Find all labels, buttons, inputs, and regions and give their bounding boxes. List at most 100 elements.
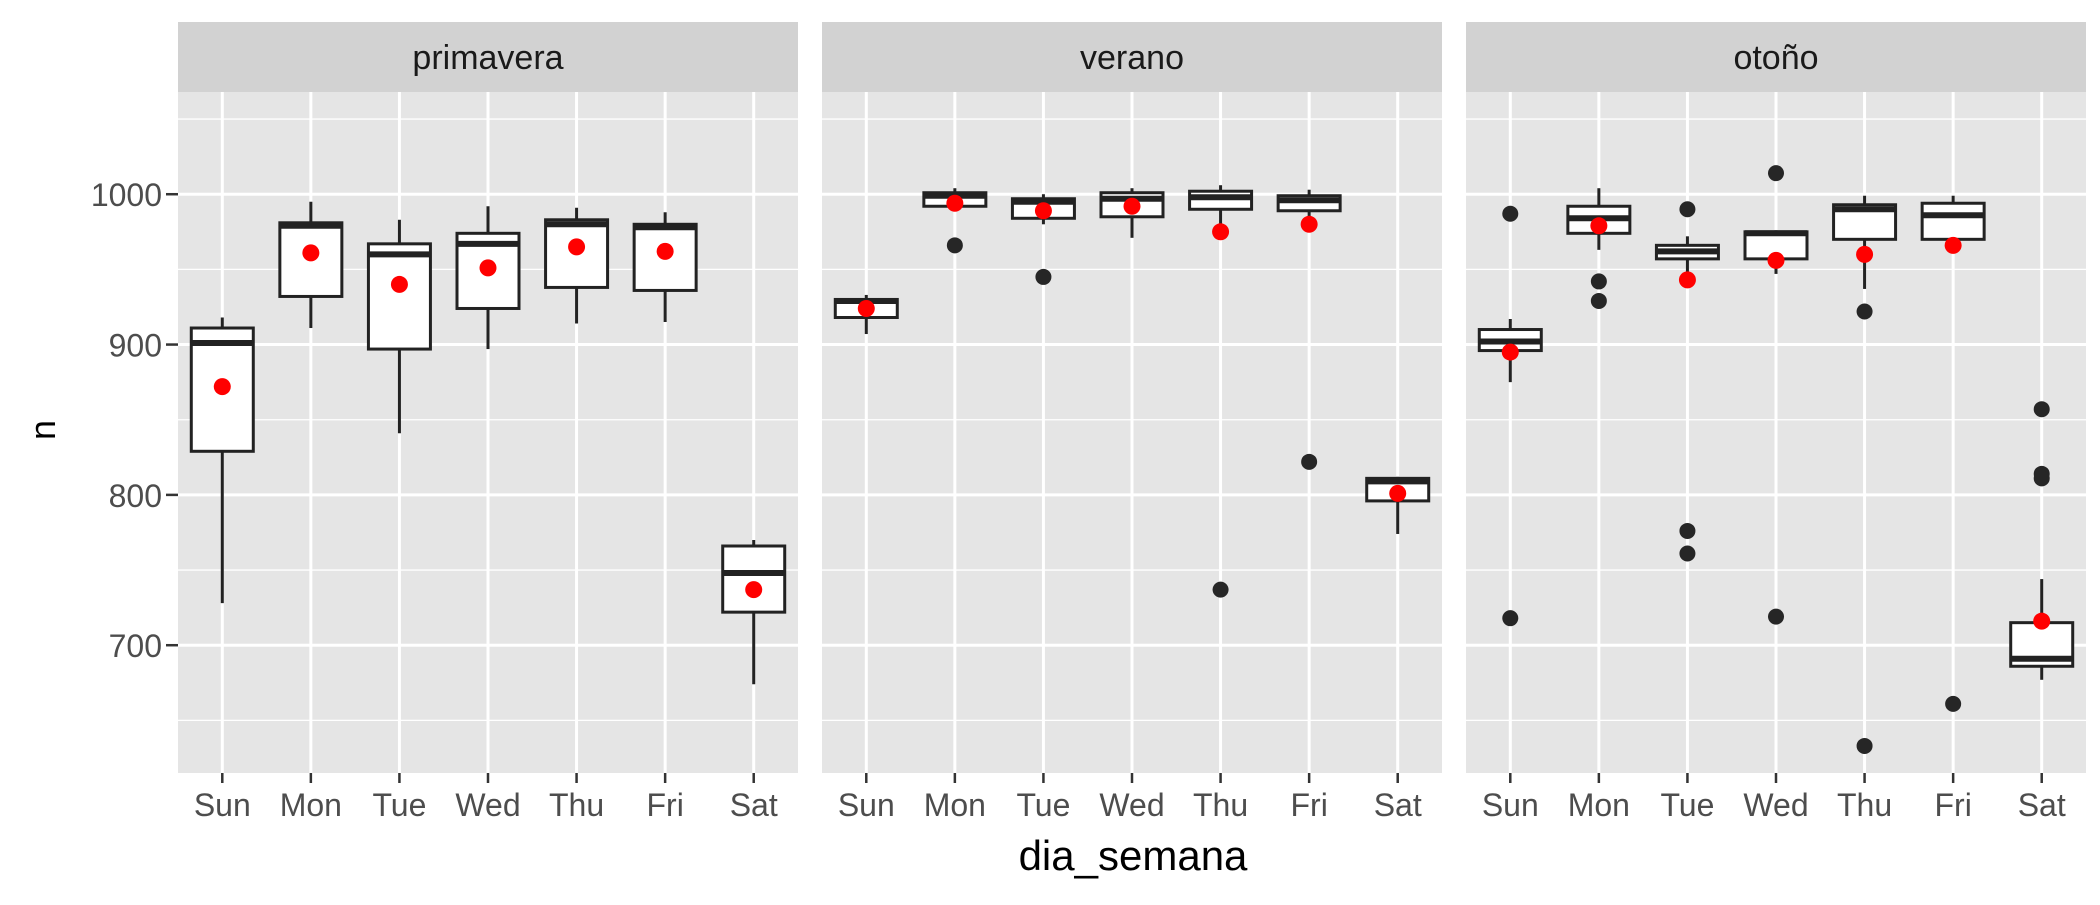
mean-point [1944, 236, 1962, 254]
y-tick-label: 700 [109, 628, 162, 664]
panel-0: primavera Sun Mon Tue Wed Thu Fri Sat [178, 22, 798, 823]
outlier-point [1768, 165, 1784, 182]
facet-strip-label: otoño [1733, 39, 1818, 77]
outlier-point [1502, 205, 1519, 222]
box-sun [833, 294, 899, 335]
facet-strip-label: primavera [412, 39, 563, 77]
box-tue [1654, 201, 1720, 562]
facet-strip-label: verano [1080, 39, 1184, 77]
outlier-point [1212, 581, 1229, 598]
box-fri [1276, 189, 1342, 470]
box-wed [455, 206, 521, 350]
box-iqr [721, 544, 787, 614]
x-axis-title: dia_semana [1019, 832, 1248, 879]
box-thu [1188, 185, 1254, 598]
box-tue [1010, 194, 1076, 285]
facet-strip [1466, 22, 2086, 92]
panel-1: verano Sun Mon Tue Wed Thu Fri Sat [822, 22, 1442, 823]
outlier-point [946, 237, 963, 254]
box-fri [1920, 195, 1986, 712]
outlier-point [1590, 273, 1607, 290]
box-sun [1477, 205, 1543, 627]
x-tick-label: Mon [924, 787, 986, 823]
x-tick-label: Tue [1016, 787, 1070, 823]
mean-point [479, 259, 497, 277]
box-mon [922, 188, 988, 254]
mean-point [1678, 271, 1696, 289]
outlier-point [1679, 201, 1696, 218]
mean-point [1034, 202, 1052, 220]
box-mon [278, 201, 344, 329]
x-tick-label: Thu [1837, 787, 1892, 823]
box-wed [1743, 165, 1809, 625]
mean-point [1389, 484, 1407, 502]
outlier-point [1502, 610, 1519, 627]
outlier-point [2033, 470, 2050, 487]
box-thu [544, 207, 610, 324]
x-tick-label: Wed [1743, 787, 1808, 823]
mean-point [857, 299, 875, 317]
outlier-point [1945, 695, 1962, 712]
mean-point [2033, 612, 2051, 630]
mean-point [213, 378, 231, 396]
mean-point [302, 244, 320, 262]
box-sat [721, 539, 787, 685]
x-tick-label: Sun [1482, 787, 1539, 823]
x-tick-label: Thu [1193, 787, 1248, 823]
mean-point [1300, 215, 1318, 233]
facet-strip [178, 22, 798, 92]
x-tick-label: Fri [646, 787, 683, 823]
mean-point [568, 238, 586, 256]
outlier-point [1679, 522, 1696, 539]
x-tick-label: Mon [280, 787, 342, 823]
box-thu [1832, 195, 1898, 754]
box-sat [2009, 401, 2075, 680]
x-tick-label: Sun [838, 787, 895, 823]
x-tick-label: Sat [730, 787, 778, 823]
outlier-point [2033, 401, 2050, 418]
box-tue [366, 219, 432, 434]
mean-point [1590, 217, 1608, 235]
panel-2: otoño Sun Mon Tue Wed Thu Fri Sat [1466, 22, 2086, 823]
outlier-point [1035, 268, 1052, 285]
x-tick-label: Thu [549, 787, 604, 823]
box-iqr [1920, 201, 1986, 241]
mean-point [1501, 343, 1519, 361]
box-fri [632, 212, 698, 323]
outlier-point [1301, 453, 1318, 470]
y-tick-label: 900 [109, 328, 162, 364]
mean-point [1123, 197, 1141, 215]
box-sun [189, 317, 255, 604]
box-sat [1365, 476, 1431, 534]
outlier-point [1679, 545, 1696, 562]
x-tick-label: Wed [1099, 787, 1164, 823]
outlier-point [1856, 303, 1873, 320]
box-wed [1099, 188, 1165, 238]
x-tick-label: Fri [1934, 787, 1971, 823]
outlier-point [1856, 737, 1873, 754]
box-mon [1566, 188, 1632, 309]
mean-point [1856, 245, 1874, 263]
x-tick-label: Sat [1374, 787, 1422, 823]
x-tick-label: Wed [455, 787, 520, 823]
mean-point [946, 194, 964, 212]
y-tick-label: 1000 [91, 177, 162, 213]
x-tick-label: Sun [194, 787, 251, 823]
box-iqr [366, 242, 432, 351]
x-tick-label: Fri [1290, 787, 1327, 823]
y-tick-label: 800 [109, 478, 162, 514]
outlier-point [1768, 608, 1784, 625]
mean-point [656, 242, 674, 260]
mean-point [1767, 251, 1785, 269]
mean-point [745, 581, 763, 599]
x-tick-label: Sat [2018, 787, 2066, 823]
facet-strip [822, 22, 1442, 92]
mean-point [1212, 223, 1230, 241]
outlier-point [1590, 292, 1607, 309]
mean-point [390, 275, 408, 293]
box-iqr [1188, 189, 1254, 211]
x-tick-label: Tue [372, 787, 426, 823]
x-tick-label: Mon [1568, 787, 1630, 823]
